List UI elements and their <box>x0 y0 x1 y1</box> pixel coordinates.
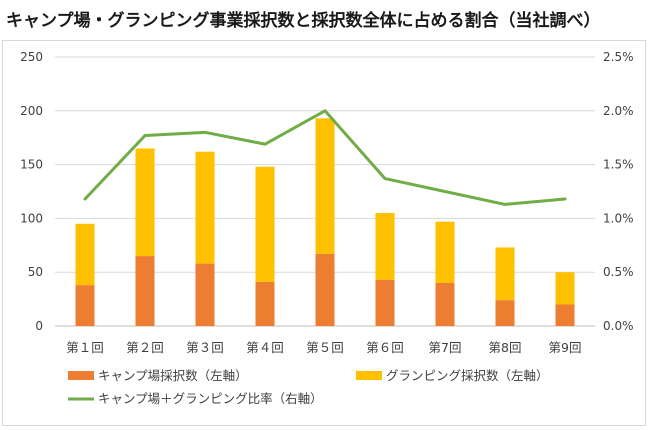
bar-glamping <box>375 213 395 280</box>
chart-frame <box>2 40 646 426</box>
category-label: 第４回 <box>246 340 284 355</box>
category-label: 第５回 <box>306 340 344 355</box>
legend: キャンプ場採択数（左軸） グランピング採択数（左軸） キャンプ場＋グランピング比率（… <box>68 368 549 406</box>
category-label: 第7回 <box>429 340 462 355</box>
right-tick-label: 2.0% <box>603 104 634 118</box>
category-label: 第１回 <box>66 340 104 355</box>
bar-glamping <box>315 118 335 254</box>
bar-camp <box>555 304 575 326</box>
left-tick-label: 100 <box>20 211 43 225</box>
bar-glamping <box>555 272 575 305</box>
legend-glamping-swatch <box>356 371 382 380</box>
bar-camp <box>435 282 455 326</box>
left-tick-label: 50 <box>28 265 43 279</box>
bar-camp <box>315 253 335 326</box>
legend-camp-label: キャンプ場採択数（左軸） <box>98 368 248 383</box>
right-tick-label: 0.5% <box>603 265 634 279</box>
right-tick-label: 1.0% <box>603 211 634 225</box>
category-label: 第8回 <box>489 340 522 355</box>
right-tick-label: 2.5% <box>603 50 634 64</box>
legend-ratio-label: キャンプ場＋グランピング比率（右軸） <box>98 391 323 406</box>
legend-camp-swatch <box>68 371 94 380</box>
bar-camp <box>195 263 215 326</box>
chart-title: キャンプ場・グランピング事業採択数と採択数全体に占める割合（当社調べ） <box>6 11 601 31</box>
bars <box>75 118 575 326</box>
bar-glamping <box>255 166 275 282</box>
category-labels: 第１回 第２回 第３回 第４回 第５回 第６回 第7回 第8回 第9回 <box>66 340 581 355</box>
bar-glamping <box>435 221 455 283</box>
category-label: 第9回 <box>549 340 582 355</box>
left-axis-ticks: 0 50 100 150 200 250 <box>20 50 43 333</box>
bar-glamping <box>135 148 155 257</box>
right-axis-ticks: 0.0% 0.5% 1.0% 1.5% 2.0% 2.5% <box>603 50 634 333</box>
bar-glamping <box>195 151 215 264</box>
right-tick-label: 1.5% <box>603 158 634 172</box>
bar-camp <box>495 300 515 326</box>
ratio-line <box>83 109 567 206</box>
category-label: 第３回 <box>186 340 224 355</box>
category-label: 第２回 <box>126 340 164 355</box>
left-tick-label: 200 <box>20 104 43 118</box>
bar-camp <box>135 256 155 326</box>
category-label: 第６回 <box>366 340 404 355</box>
right-tick-label: 0.0% <box>603 319 634 333</box>
left-tick-label: 250 <box>20 50 43 64</box>
bar-glamping <box>75 223 95 286</box>
bar-camp <box>75 285 95 326</box>
bar-camp <box>255 281 275 326</box>
left-tick-label: 150 <box>20 158 43 172</box>
bar-camp <box>375 279 395 326</box>
left-tick-label: 0 <box>35 319 43 333</box>
bar-glamping <box>495 247 515 301</box>
legend-glamping-label: グランピング採択数（左軸） <box>386 368 549 383</box>
